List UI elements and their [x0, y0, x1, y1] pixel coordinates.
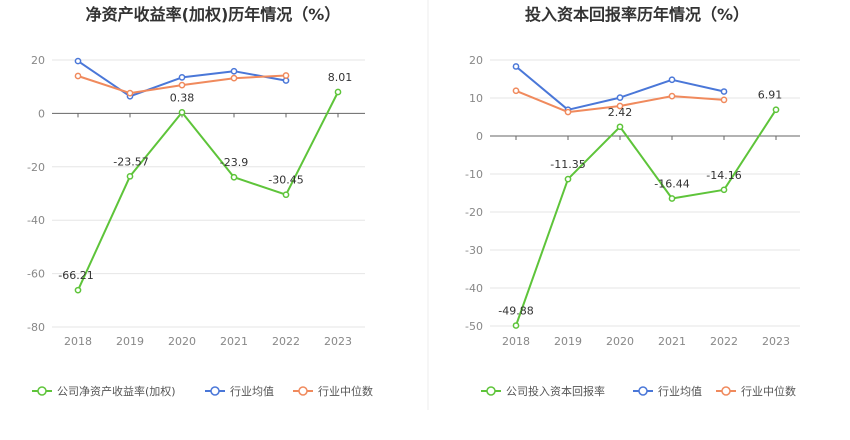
chart2-legend-swatch-marker — [721, 386, 731, 396]
chart2-title: 投入资本回报率历年情况（%） — [525, 5, 749, 24]
chart2-legend-label: 行业中位数 — [741, 384, 796, 398]
chart1-y-tick-label: -40 — [27, 214, 45, 227]
chart1-data-label: 0.38 — [170, 91, 195, 104]
chart1-legend-swatch-marker — [210, 386, 220, 396]
chart1-x-tick-label: 2021 — [220, 335, 248, 348]
chart1-data-label: -30.45 — [268, 174, 303, 187]
chart1-x-tick-label: 2019 — [116, 335, 144, 348]
chart2-y-tick-label: -40 — [465, 282, 483, 295]
chart1-legend-swatch-marker — [298, 386, 308, 396]
chart1-y-tick-label: -20 — [27, 161, 45, 174]
chart1-series-0-point — [126, 172, 134, 180]
chart1-series-2-point — [178, 81, 186, 89]
chart2-data-label: -49.88 — [498, 305, 533, 318]
chart1-legend-label: 公司净资产收益率(加权) — [57, 384, 176, 398]
chart2-y-tick-label: 0 — [476, 130, 483, 143]
chart2-series-1-point — [720, 88, 728, 95]
chart2-y-tick-label: 20 — [469, 54, 483, 67]
chart1-series-1-point — [230, 67, 238, 75]
chart2-legend-label: 行业均值 — [658, 385, 702, 398]
chart2-series-0-point — [668, 195, 676, 202]
chart1-series-2-point — [230, 74, 238, 82]
chart1-legend-swatch-marker — [37, 386, 47, 396]
chart1-series-line-0 — [77, 91, 339, 291]
chart1-series-2-point — [282, 72, 290, 79]
chart2-data-label: -11.35 — [550, 158, 585, 171]
chart1-y-tick-label: 0 — [38, 107, 45, 120]
chart1-data-label: -66.21 — [58, 269, 93, 282]
chart2-series-1-point — [512, 63, 520, 70]
chart1-series-2-point — [74, 72, 82, 80]
chart2-series-line-0 — [515, 109, 777, 326]
chart2-series-0-point — [772, 106, 780, 114]
chart2-series-2-point — [512, 87, 520, 95]
chart1-legend-label: 行业均值 — [230, 385, 274, 398]
chart2-x-tick-label: 2019 — [554, 335, 582, 348]
chart2-series-0-point — [512, 322, 520, 329]
chart2-series-1-point — [668, 76, 676, 84]
chart2-series-1-point — [616, 94, 624, 101]
chart1-x-tick-label: 2018 — [64, 335, 92, 348]
chart1-series-0-point — [230, 173, 238, 181]
chart2-series-0-point — [564, 175, 572, 183]
chart1-data-label: -23.57 — [113, 155, 148, 168]
chart2-legend-label: 公司投入资本回报率 — [506, 384, 605, 398]
chart2-x-tick-label: 2021 — [658, 335, 686, 348]
chart2-data-label: -14.16 — [706, 169, 741, 182]
chart2-data-label: 2.42 — [608, 106, 633, 119]
chart2-y-tick-label: -30 — [465, 244, 483, 257]
chart2-data-label: -16.44 — [654, 177, 689, 190]
chart1-y-tick-label: -60 — [27, 268, 45, 281]
chart2-series-2-point — [720, 96, 728, 104]
chart1-series-2-point — [126, 89, 134, 97]
chart2-y-tick-label: 10 — [469, 92, 483, 105]
chart1-y-tick-label: 20 — [31, 54, 45, 67]
chart1-series-0-point — [334, 88, 342, 96]
chart2-legend-swatch-marker — [486, 386, 496, 396]
chart2-x-tick-label: 2018 — [502, 335, 530, 348]
chart2-y-tick-label: -10 — [465, 168, 483, 181]
chart2-y-tick-label: -50 — [465, 320, 483, 333]
chart2-series-0-point — [616, 123, 624, 131]
chart1-legend-label: 行业中位数 — [318, 384, 373, 398]
chart1-series-0-point — [282, 191, 290, 199]
chart2-data-label: 6.91 — [758, 89, 783, 102]
chart1-series-0-point — [178, 109, 186, 116]
chart1-x-tick-label: 2022 — [272, 335, 300, 348]
chart1-series-1-point — [74, 57, 82, 65]
chart1-data-label: -23.9 — [220, 156, 248, 169]
chart2-x-tick-label: 2023 — [762, 335, 790, 348]
chart1-series-0-point — [74, 286, 82, 294]
chart2-legend-swatch-marker — [638, 386, 648, 396]
chart1-data-label: 8.01 — [328, 71, 353, 84]
chart2-series-2-point — [616, 102, 624, 110]
chart1-x-tick-label: 2023 — [324, 335, 352, 348]
chart2-y-tick-label: -20 — [465, 206, 483, 219]
chart1-y-tick-label: -80 — [27, 321, 45, 334]
chart1-series-1-point — [178, 74, 186, 81]
chart1-title: 净资产收益率(加权)历年情况（%） — [86, 5, 341, 24]
chart1-x-tick-label: 2020 — [168, 335, 196, 348]
chart2-series-0-point — [720, 186, 728, 194]
chart2-series-2-point — [564, 108, 572, 116]
chart2-x-tick-label: 2020 — [606, 335, 634, 348]
chart2-x-tick-label: 2022 — [710, 335, 738, 348]
chart2-series-2-point — [668, 92, 676, 100]
